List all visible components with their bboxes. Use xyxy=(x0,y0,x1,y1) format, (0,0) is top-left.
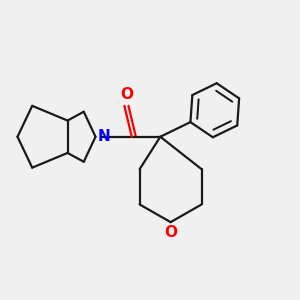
Text: N: N xyxy=(98,129,111,144)
Text: O: O xyxy=(164,225,177,240)
Text: O: O xyxy=(120,87,133,102)
